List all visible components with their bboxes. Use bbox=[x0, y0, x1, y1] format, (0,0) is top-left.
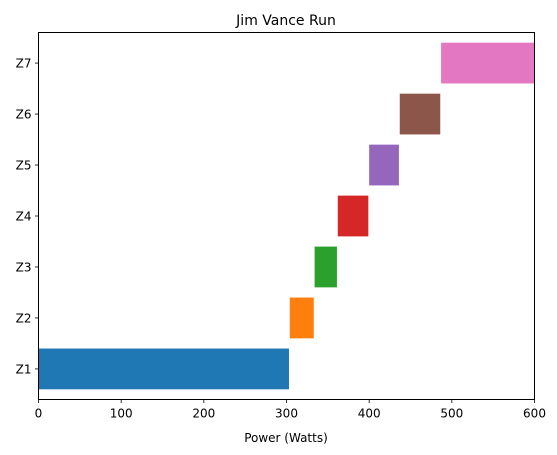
y-tick-label: Z5 bbox=[16, 159, 32, 173]
bar-z4 bbox=[337, 195, 369, 237]
bar-z5 bbox=[369, 144, 399, 186]
bar-z6 bbox=[399, 93, 441, 135]
y-tick-label: Z4 bbox=[16, 210, 32, 224]
x-tick-label: 500 bbox=[440, 407, 463, 421]
y-axis-ticks: Z1 Z2 Z3 Z4 Z5 Z6 Z7 bbox=[16, 57, 39, 376]
y-tick-label: Z7 bbox=[16, 57, 32, 71]
bars-group bbox=[38, 42, 535, 390]
x-tick-label: 600 bbox=[523, 407, 546, 421]
y-tick-label: Z6 bbox=[16, 108, 32, 122]
y-tick-label: Z3 bbox=[16, 260, 32, 274]
chart-title: Jim Vance Run bbox=[235, 13, 336, 29]
x-tick-label: 100 bbox=[110, 407, 133, 421]
plot-frame bbox=[38, 32, 535, 400]
x-tick-label: 400 bbox=[358, 407, 381, 421]
y-tick-label: Z2 bbox=[16, 311, 32, 325]
bar-z3 bbox=[314, 246, 337, 288]
bar-z1 bbox=[38, 348, 289, 390]
bar-z2 bbox=[289, 297, 314, 339]
x-tick-label: 0 bbox=[35, 407, 43, 421]
x-axis-ticks: 0 100 200 300 400 500 600 bbox=[35, 399, 546, 421]
x-tick-label: 200 bbox=[192, 407, 215, 421]
y-tick-label: Z1 bbox=[16, 362, 32, 376]
bar-z7 bbox=[441, 42, 535, 84]
x-tick-label: 300 bbox=[275, 407, 298, 421]
x-axis-title: Power (Watts) bbox=[244, 431, 328, 445]
